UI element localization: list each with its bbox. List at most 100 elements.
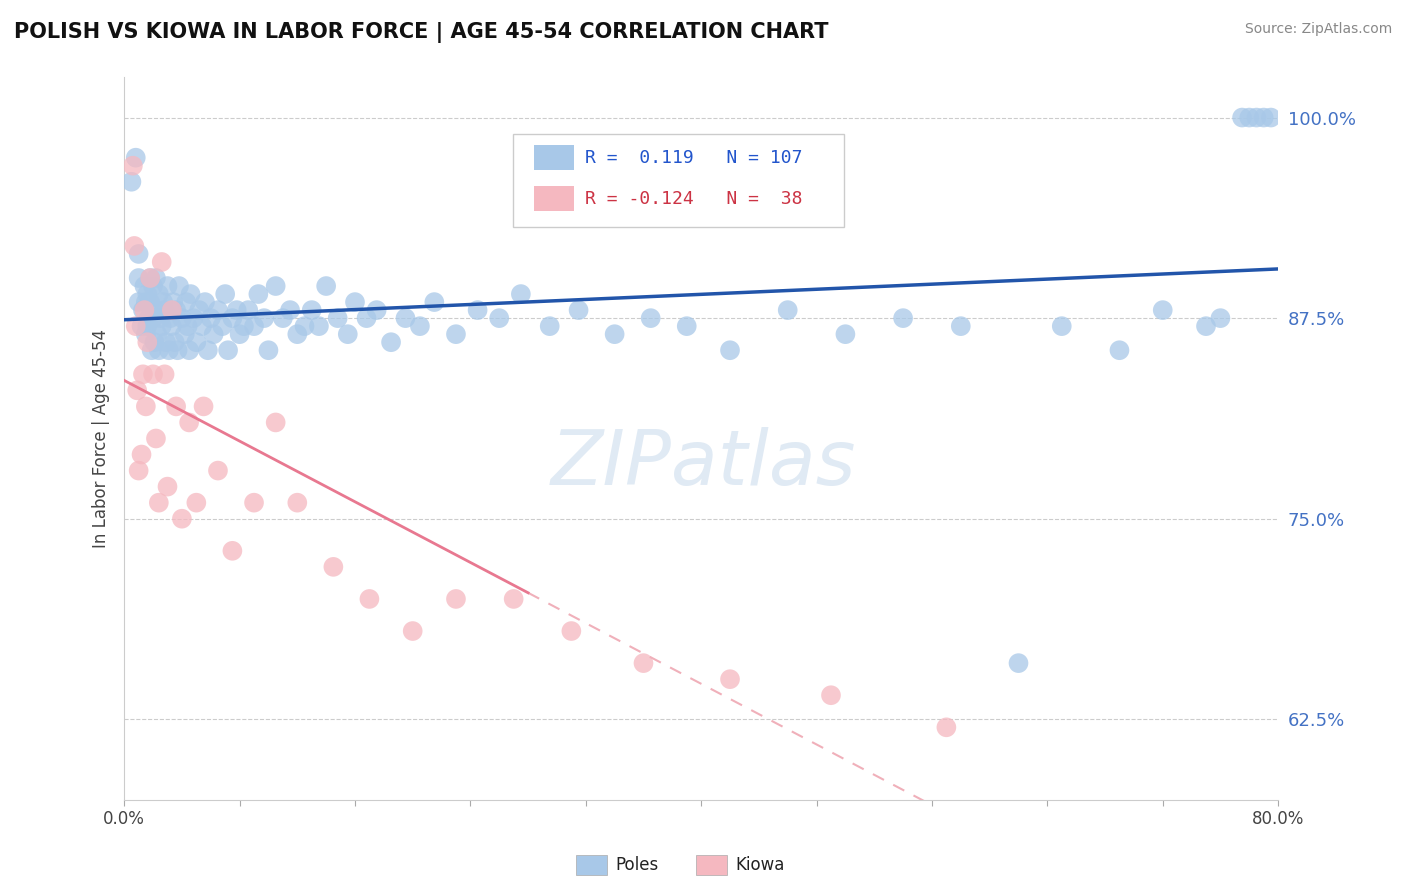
Point bbox=[197, 343, 219, 358]
Point bbox=[502, 591, 524, 606]
Point bbox=[125, 151, 148, 165]
Point bbox=[127, 384, 149, 398]
Point bbox=[336, 327, 359, 342]
Point bbox=[243, 496, 266, 510]
Point bbox=[834, 327, 856, 342]
Point bbox=[145, 271, 167, 285]
Point bbox=[194, 295, 217, 310]
Point bbox=[718, 672, 741, 686]
Point bbox=[125, 319, 148, 334]
Point bbox=[301, 303, 323, 318]
Point bbox=[1152, 303, 1174, 318]
Point bbox=[891, 311, 914, 326]
Point bbox=[142, 311, 165, 326]
Point bbox=[141, 343, 163, 358]
Point bbox=[122, 159, 145, 173]
Point bbox=[207, 464, 229, 478]
Point bbox=[160, 319, 183, 334]
Point bbox=[128, 295, 150, 310]
Point bbox=[174, 295, 197, 310]
Point bbox=[173, 327, 195, 342]
Text: Kiowa: Kiowa bbox=[735, 856, 785, 874]
Point bbox=[538, 319, 561, 334]
Point bbox=[176, 319, 198, 334]
Point bbox=[271, 311, 294, 326]
Point bbox=[193, 400, 215, 414]
Point bbox=[467, 303, 489, 318]
Point bbox=[165, 303, 187, 318]
Point bbox=[136, 287, 159, 301]
Point bbox=[183, 311, 205, 326]
Point bbox=[156, 279, 179, 293]
Point bbox=[1253, 111, 1275, 125]
Point bbox=[148, 496, 170, 510]
Point bbox=[186, 335, 208, 350]
Point bbox=[170, 512, 193, 526]
Point bbox=[143, 335, 166, 350]
Point bbox=[163, 335, 186, 350]
Point bbox=[191, 319, 214, 334]
Point bbox=[423, 295, 446, 310]
Point bbox=[149, 311, 172, 326]
Point bbox=[180, 287, 202, 301]
Point bbox=[238, 303, 260, 318]
Point bbox=[247, 287, 270, 301]
Point bbox=[136, 319, 159, 334]
Point bbox=[285, 496, 308, 510]
Point bbox=[1050, 319, 1073, 334]
Text: R = -0.124   N =  38: R = -0.124 N = 38 bbox=[585, 190, 803, 208]
Point bbox=[135, 295, 157, 310]
Point bbox=[1108, 343, 1130, 358]
Point bbox=[145, 432, 167, 446]
Point bbox=[568, 303, 591, 318]
Point bbox=[211, 319, 233, 334]
Point bbox=[167, 279, 190, 293]
Point bbox=[509, 287, 531, 301]
Point bbox=[221, 543, 243, 558]
Point bbox=[232, 319, 254, 334]
Point bbox=[359, 591, 381, 606]
Point bbox=[675, 319, 697, 334]
Point bbox=[322, 559, 344, 574]
Point bbox=[409, 319, 432, 334]
Point bbox=[640, 311, 662, 326]
Point bbox=[142, 279, 165, 293]
Point bbox=[1230, 111, 1253, 125]
Point bbox=[142, 368, 165, 382]
Point bbox=[603, 327, 626, 342]
Point bbox=[139, 295, 162, 310]
Point bbox=[132, 368, 155, 382]
Point bbox=[146, 327, 169, 342]
Point bbox=[343, 295, 366, 310]
Point bbox=[326, 311, 349, 326]
Point bbox=[136, 335, 159, 350]
Point bbox=[170, 311, 193, 326]
Point bbox=[1195, 319, 1218, 334]
Point bbox=[253, 311, 276, 326]
Point bbox=[560, 624, 582, 638]
Point bbox=[278, 303, 301, 318]
Point bbox=[315, 279, 337, 293]
Point bbox=[128, 247, 150, 261]
Point bbox=[162, 295, 184, 310]
Point bbox=[128, 271, 150, 285]
Point bbox=[820, 688, 842, 702]
Point bbox=[120, 175, 142, 189]
Point bbox=[145, 303, 167, 318]
Point bbox=[366, 303, 388, 318]
Point bbox=[188, 303, 211, 318]
Point bbox=[135, 400, 157, 414]
Point bbox=[294, 319, 316, 334]
Point bbox=[356, 311, 378, 326]
Point bbox=[156, 480, 179, 494]
Point bbox=[135, 327, 157, 342]
Point bbox=[285, 327, 308, 342]
Point bbox=[138, 311, 160, 326]
Point bbox=[155, 335, 177, 350]
Point bbox=[776, 303, 799, 318]
Point bbox=[131, 319, 153, 334]
Point bbox=[139, 271, 162, 285]
Point bbox=[380, 335, 402, 350]
Point bbox=[134, 303, 156, 318]
Point bbox=[124, 239, 146, 253]
